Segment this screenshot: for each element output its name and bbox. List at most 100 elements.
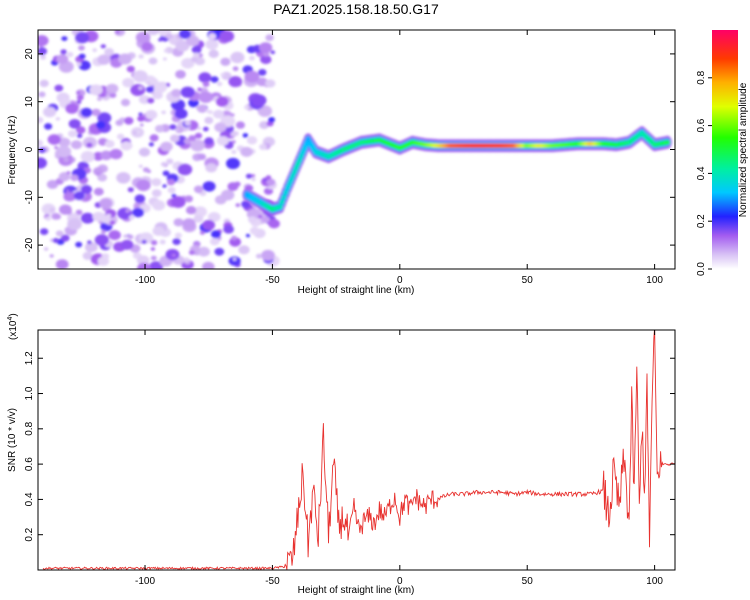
noise-blob <box>136 130 141 134</box>
noise-blob <box>242 133 249 138</box>
noise-blob <box>67 130 77 138</box>
noise-blob <box>116 172 131 184</box>
noise-blob <box>180 86 195 98</box>
noise-blob <box>170 134 180 143</box>
noise-blob <box>38 35 49 47</box>
noise-blob <box>76 91 81 95</box>
noise-blob <box>150 247 156 251</box>
noise-blob <box>197 87 202 92</box>
x-tick-label: -100 <box>135 275 155 286</box>
noise-blob <box>39 228 49 236</box>
noise-blob <box>67 218 82 231</box>
noise-blob <box>197 246 210 257</box>
figure-title: PAZ1.2025.158.18.50.G17 <box>273 1 439 17</box>
noise-blob <box>108 230 121 241</box>
noise-blob <box>172 238 181 246</box>
colorbar-tick-label: 0.2 <box>696 214 707 228</box>
noise-blob <box>65 103 79 114</box>
noise-blob <box>87 240 92 245</box>
noise-blob <box>214 247 225 256</box>
ridge-core <box>298 153 304 159</box>
noise-blob <box>210 76 219 83</box>
ridge-core <box>290 173 296 178</box>
noise-blob <box>39 79 49 88</box>
noise-blob <box>230 113 235 117</box>
noise-blob <box>125 209 130 213</box>
noise-blob <box>132 70 148 83</box>
noise-blob <box>49 254 54 258</box>
noise-blob <box>66 51 74 58</box>
noise-blob <box>265 34 274 42</box>
noise-blob <box>130 84 146 96</box>
noise-blob <box>232 66 239 71</box>
noise-blob <box>256 77 268 87</box>
noise-blob <box>147 97 155 104</box>
x-tick-label: -50 <box>265 275 280 286</box>
noise-blob <box>118 53 132 65</box>
colorbar-ticks: 0.0 0.2 0.4 0.6 0.8 <box>696 70 712 276</box>
noise-blob <box>261 249 275 261</box>
noise-blob <box>138 164 143 168</box>
snr-scale-note: (x104) <box>7 313 19 340</box>
noise-blob <box>171 193 177 198</box>
noise-blob <box>80 107 93 118</box>
heatmap-noise-blobs <box>38 30 280 269</box>
noise-blob <box>94 234 109 246</box>
noise-blob <box>197 126 202 130</box>
noise-blob <box>43 247 49 251</box>
noise-blob <box>235 203 241 208</box>
y-tick-label: -10 <box>24 190 35 205</box>
noise-blob <box>63 191 76 202</box>
noise-blob <box>38 157 47 169</box>
ridge-core <box>277 204 283 210</box>
noise-blob <box>198 91 213 103</box>
noise-blob <box>194 132 203 139</box>
noise-blob <box>238 245 250 255</box>
noise-blob <box>202 126 209 132</box>
noise-blob <box>54 84 64 92</box>
noise-blob <box>214 122 227 133</box>
noise-blob <box>193 206 208 218</box>
noise-blob <box>190 139 206 152</box>
noise-blob <box>259 121 270 130</box>
noise-blob <box>58 137 71 148</box>
noise-blob <box>80 151 95 163</box>
noise-blob <box>244 105 249 110</box>
noise-blob <box>181 58 195 69</box>
noise-blob <box>188 135 196 142</box>
heatmap-y-ticks: -20 -10 0 10 20 <box>24 48 675 252</box>
noise-blob <box>191 56 198 63</box>
noise-blob <box>216 96 229 107</box>
ridge-core <box>288 177 294 182</box>
noise-blob <box>221 189 235 201</box>
snr-series-line <box>42 330 675 570</box>
y-tick-label: -20 <box>24 237 35 252</box>
noise-blob <box>261 216 270 223</box>
noise-blob <box>43 106 57 118</box>
noise-blob <box>136 179 151 192</box>
noise-blob <box>78 53 86 59</box>
noise-blob <box>230 51 245 64</box>
noise-blob <box>147 30 160 36</box>
noise-blob <box>138 147 151 157</box>
ridge-core <box>291 169 298 174</box>
noise-blob <box>265 79 276 88</box>
noise-blob <box>207 110 213 115</box>
y-tick-label: 1.2 <box>24 351 35 365</box>
noise-blob <box>248 216 257 224</box>
noise-blob <box>60 49 67 55</box>
snr-frame <box>37 329 676 571</box>
noise-blob <box>91 108 101 117</box>
noise-blob <box>160 162 167 167</box>
noise-blob <box>54 150 62 156</box>
noise-blob <box>120 239 134 250</box>
noise-blob <box>262 178 268 182</box>
noise-blob <box>148 57 158 65</box>
noise-blob <box>163 49 169 53</box>
noise-blob <box>73 191 85 201</box>
noise-blob <box>228 76 243 88</box>
x-tick-label: 100 <box>646 576 663 587</box>
noise-blob <box>251 174 256 178</box>
